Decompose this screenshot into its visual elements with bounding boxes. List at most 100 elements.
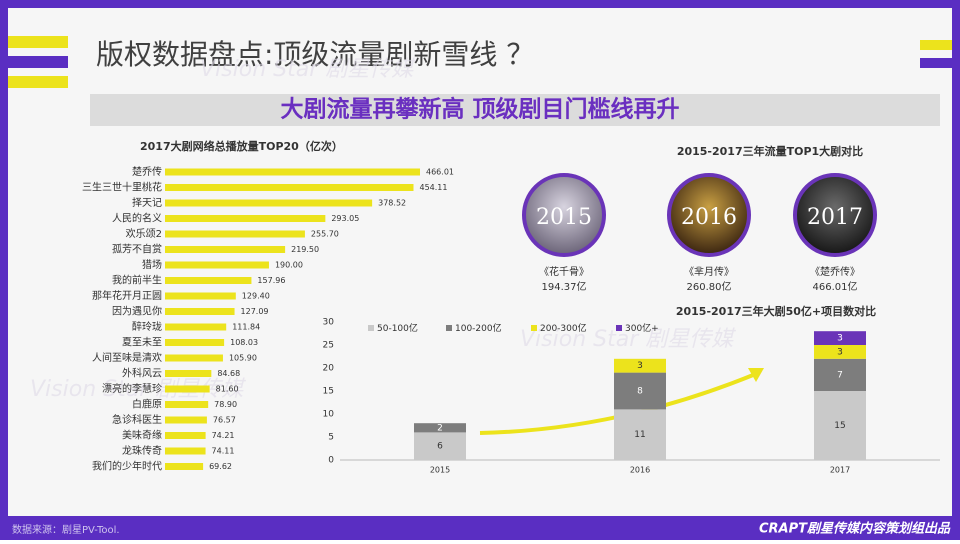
drama-photo bbox=[522, 173, 606, 257]
drama-views: 194.37亿 bbox=[542, 280, 587, 293]
bar bbox=[165, 447, 206, 455]
stripe bbox=[8, 56, 68, 68]
legend-label: 300亿+ bbox=[625, 322, 659, 334]
watermark: Vision Star 剧星传媒 bbox=[520, 327, 736, 352]
value-label: 255.70 bbox=[311, 230, 339, 239]
drama-photo bbox=[793, 173, 877, 257]
bar bbox=[165, 401, 209, 408]
bar bbox=[165, 215, 326, 222]
chart-title: 2017大剧网络总播放量TOP20（亿次） bbox=[140, 139, 343, 153]
y-tick-label: 20 bbox=[323, 364, 335, 374]
bar bbox=[165, 354, 223, 362]
value-label: 111.84 bbox=[232, 323, 260, 332]
category-label: 漂亮的李慧珍 bbox=[102, 382, 162, 395]
y-tick-label: 30 bbox=[323, 318, 335, 328]
segment-label: 6 bbox=[437, 442, 443, 452]
bar bbox=[165, 432, 206, 439]
value-label: 74.21 bbox=[212, 431, 235, 440]
value-label: 293.05 bbox=[331, 214, 359, 223]
category-label: 龙珠传奇 bbox=[122, 444, 162, 457]
value-label: 69.62 bbox=[209, 462, 232, 471]
top-dramas-title: 2015-2017三年流量TOP1大剧对比 bbox=[677, 144, 863, 158]
legend-swatch bbox=[531, 325, 537, 331]
value-label: 157.96 bbox=[257, 276, 285, 285]
category-label: 欢乐颂2 bbox=[126, 227, 162, 240]
value-label: 378.52 bbox=[378, 199, 406, 208]
category-label: 我们的少年时代 bbox=[92, 460, 162, 473]
value-label: 108.03 bbox=[230, 338, 258, 347]
value-label: 129.40 bbox=[242, 292, 270, 301]
legend-swatch bbox=[368, 325, 374, 331]
credit: CRAPT剧星传媒内容策划组出品 bbox=[759, 521, 951, 537]
bar bbox=[165, 416, 207, 424]
value-label: 454.11 bbox=[419, 183, 447, 192]
segment-label: 3 bbox=[637, 361, 643, 371]
y-tick-label: 10 bbox=[323, 410, 335, 420]
bar bbox=[165, 230, 305, 238]
watermark: Vision Star 剧星传媒 bbox=[200, 57, 416, 82]
arrow-head bbox=[748, 368, 764, 382]
legend-swatch bbox=[446, 325, 452, 331]
bar-segment bbox=[814, 331, 866, 345]
value-label: 84.68 bbox=[217, 369, 240, 378]
value-label: 78.90 bbox=[214, 400, 237, 409]
bar bbox=[165, 199, 373, 207]
bar bbox=[165, 246, 286, 253]
bar bbox=[165, 323, 227, 331]
category-label: 醉玲珑 bbox=[132, 320, 162, 333]
segment-label: 2 bbox=[437, 423, 443, 433]
drama-name: 《花千骨》 bbox=[539, 265, 589, 278]
x-tick-label: 2016 bbox=[630, 466, 650, 475]
bar bbox=[165, 292, 236, 300]
stripe bbox=[8, 36, 68, 48]
legend-label: 50-100亿 bbox=[377, 322, 418, 334]
y-tick-label: 15 bbox=[323, 387, 334, 397]
category-label: 夏至未至 bbox=[122, 337, 162, 349]
category-label: 孤芳不自赏 bbox=[112, 243, 162, 256]
y-tick-label: 0 bbox=[328, 456, 334, 466]
category-label: 那年花开月正圆 bbox=[92, 289, 162, 302]
value-label: 466.01 bbox=[426, 168, 454, 177]
bar bbox=[165, 168, 420, 176]
category-label: 外科风云 bbox=[122, 367, 162, 380]
category-label: 人民的名义 bbox=[112, 212, 162, 225]
watermark: Vision Star 剧星传媒 bbox=[30, 377, 246, 402]
bar-segment bbox=[414, 432, 466, 460]
bar bbox=[165, 370, 212, 377]
category-label: 我的前半生 bbox=[112, 274, 162, 287]
legend-swatch bbox=[616, 325, 622, 331]
bar-segment bbox=[614, 358, 666, 373]
bar bbox=[165, 184, 414, 191]
category-label: 三生三世十里桃花 bbox=[82, 181, 162, 194]
value-label: 81.60 bbox=[216, 385, 239, 394]
bar-segment bbox=[814, 391, 866, 460]
segment-label: 15 bbox=[834, 421, 845, 431]
bar-segment bbox=[814, 358, 866, 391]
slide-title: 版权数据盘点:顶级流量剧新雪线 ？ bbox=[96, 38, 534, 71]
bar-segment bbox=[614, 409, 666, 460]
value-label: 76.57 bbox=[213, 416, 236, 425]
value-label: 219.50 bbox=[291, 245, 319, 254]
bar bbox=[165, 308, 235, 315]
bar-segment bbox=[814, 345, 866, 359]
category-label: 急诊科医生 bbox=[112, 413, 162, 426]
value-label: 74.11 bbox=[212, 447, 235, 456]
bar bbox=[165, 463, 204, 470]
drama-photo bbox=[667, 173, 751, 257]
bar bbox=[165, 277, 252, 284]
value-label: 127.09 bbox=[241, 307, 269, 316]
x-tick-label: 2017 bbox=[830, 466, 850, 475]
bar-segment bbox=[414, 423, 466, 433]
category-label: 人间至味是清欢 bbox=[92, 351, 162, 364]
chart-title: 2015-2017三年大剧50亿+项目数对比 bbox=[676, 304, 876, 318]
source: 数据来源：剧星PV-Tool. bbox=[12, 523, 120, 536]
category-label: 择天记 bbox=[132, 196, 162, 209]
category-label: 楚乔传 bbox=[132, 165, 162, 178]
legend-label: 100-200亿 bbox=[455, 322, 502, 334]
bar-segment bbox=[614, 372, 666, 410]
stripe bbox=[920, 40, 952, 50]
y-tick-label: 5 bbox=[328, 433, 334, 443]
value-label: 190.00 bbox=[275, 261, 303, 270]
